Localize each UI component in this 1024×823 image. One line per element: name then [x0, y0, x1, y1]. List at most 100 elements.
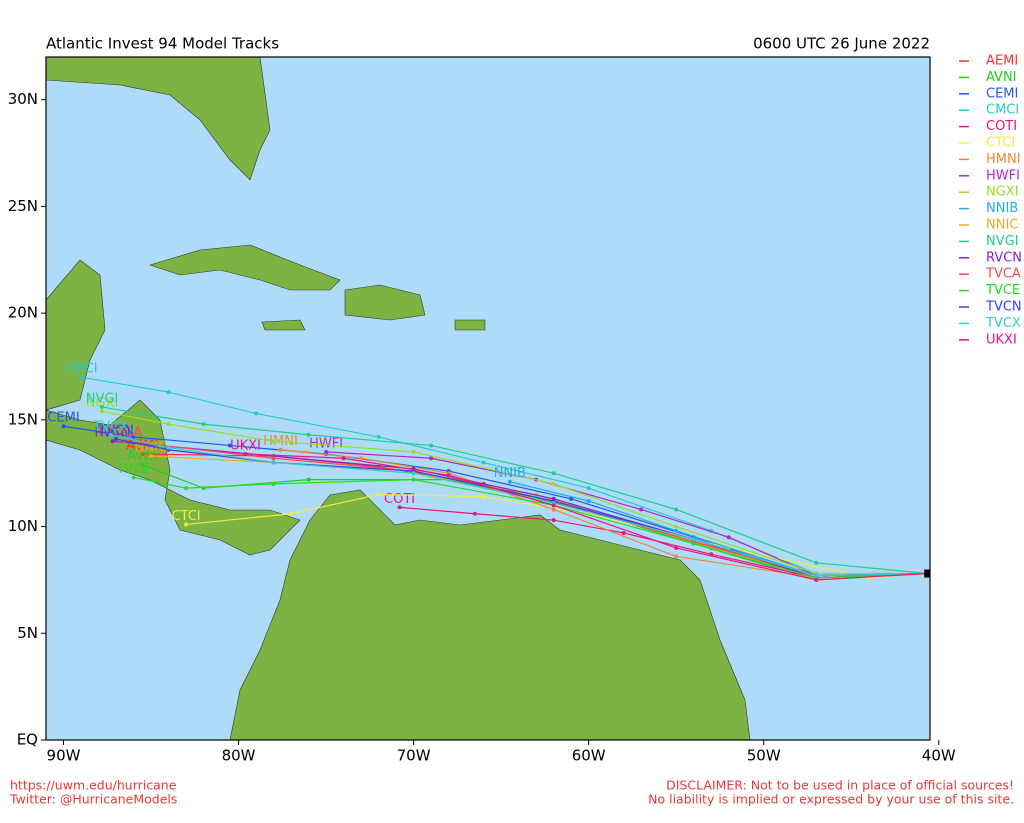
- track-point: [306, 432, 311, 437]
- legend-label: HWFI: [986, 168, 1020, 183]
- legend-label: RVCN: [986, 250, 1022, 265]
- track-label: AVNI: [127, 449, 158, 464]
- track-point: [184, 486, 189, 491]
- start-point: [924, 569, 930, 578]
- model-track: [101, 406, 929, 575]
- legend-label: TVCX: [985, 316, 1021, 331]
- track-point: [61, 424, 66, 429]
- track-point: [271, 456, 276, 461]
- legend-label: CTCI: [986, 136, 1015, 151]
- track-point: [184, 522, 189, 527]
- legend-label: TVCE: [985, 283, 1020, 298]
- track-point: [674, 528, 679, 533]
- track-point: [621, 530, 626, 535]
- florida: [46, 57, 271, 181]
- model-track: [101, 410, 929, 575]
- track-point: [507, 479, 512, 484]
- track-label: HWFI: [309, 436, 343, 451]
- y-tick-label: 25N: [8, 197, 38, 215]
- legend-label: AEMI: [986, 54, 1018, 69]
- track-point: [166, 422, 171, 427]
- y-tick-label: 15N: [8, 410, 38, 428]
- footer-right: DISCLAIMER: Not to be used in place of o…: [666, 778, 1014, 793]
- track-point: [674, 507, 679, 512]
- footer-left: https://uwm.edu/hurricane: [10, 778, 177, 793]
- track-point: [814, 577, 819, 582]
- track-label: TVCE: [115, 462, 150, 477]
- track-point: [278, 447, 283, 452]
- legend-label: NGXI: [986, 185, 1019, 200]
- track-label: TVCX: [92, 419, 128, 434]
- track-label: TVCA: [106, 426, 142, 441]
- track-point: [166, 445, 171, 450]
- track-point: [140, 462, 145, 467]
- legend-label: AVNI: [986, 70, 1017, 85]
- track-point: [472, 511, 477, 516]
- track-point: [691, 541, 696, 546]
- model-track: [185, 493, 929, 579]
- y-tick-label: 30N: [8, 90, 38, 108]
- track-point: [586, 486, 591, 491]
- y-tick-label: 10N: [8, 517, 38, 535]
- track-point: [79, 375, 84, 380]
- legend-label: CMCI: [986, 103, 1019, 118]
- track-label: TVCN: [97, 424, 134, 439]
- track-point: [341, 456, 346, 461]
- track-point: [411, 471, 416, 476]
- track-point: [429, 456, 434, 461]
- x-tick-label: 80W: [222, 747, 256, 765]
- title: Atlantic Invest 94 Model Tracks: [46, 35, 279, 53]
- track-point: [551, 471, 556, 476]
- track-point: [411, 477, 416, 482]
- track-point: [243, 451, 248, 456]
- track-point: [227, 443, 232, 448]
- track-point: [569, 496, 574, 501]
- track-point: [481, 460, 486, 465]
- track-point: [674, 545, 679, 550]
- track-point: [289, 511, 294, 516]
- track-point: [149, 454, 154, 459]
- track-point: [551, 507, 556, 512]
- track-point: [411, 449, 416, 454]
- track-label: COTI: [384, 492, 415, 507]
- y-tick-label: 5N: [17, 624, 38, 642]
- track-label: UKXI: [230, 438, 261, 453]
- x-tick-label: 70W: [397, 747, 431, 765]
- track-point: [100, 405, 105, 410]
- track-point: [691, 537, 696, 542]
- legend-label: UKXI: [986, 332, 1017, 347]
- x-tick-label: 50W: [747, 747, 781, 765]
- track-point: [166, 390, 171, 395]
- cuba: [149, 244, 341, 291]
- model-track: [110, 434, 929, 577]
- track-point: [639, 507, 644, 512]
- track-point: [726, 535, 731, 540]
- track-point: [814, 573, 819, 578]
- track-point: [376, 434, 381, 439]
- track-label: NNIB: [494, 466, 526, 481]
- legend-label: HMNI: [986, 152, 1021, 167]
- track-point: [271, 460, 276, 465]
- south-america: [229, 489, 751, 740]
- track-point: [108, 432, 113, 437]
- legend-label: COTI: [986, 119, 1017, 134]
- footer-left: Twitter: @HurricaneModels: [9, 792, 177, 807]
- track-point: [271, 481, 276, 486]
- legend-label: TVCA: [985, 267, 1021, 282]
- track-point: [254, 411, 259, 416]
- track-point: [376, 492, 381, 497]
- track-point: [551, 503, 556, 508]
- track-point: [551, 518, 556, 523]
- track-label: CTCI: [171, 509, 200, 524]
- model-track: [133, 476, 929, 579]
- track-point: [271, 439, 276, 444]
- track-point: [140, 451, 145, 456]
- track-point: [131, 434, 136, 439]
- legend-label: NNIC: [986, 218, 1018, 233]
- track-point: [429, 443, 434, 448]
